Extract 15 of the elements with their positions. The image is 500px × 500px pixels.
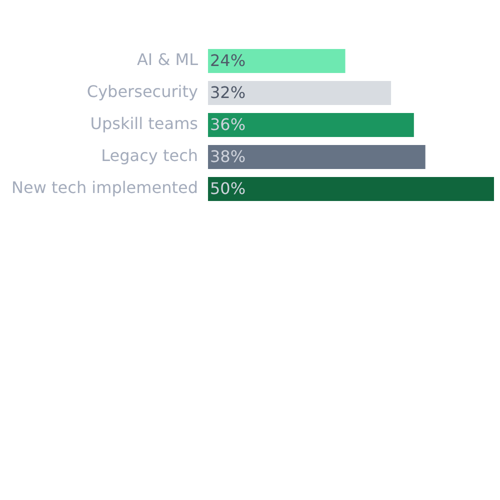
y-tick-label: AI & ML bbox=[136, 50, 198, 70]
y-tick-label: New tech implemented bbox=[12, 178, 198, 198]
data-label: 38% bbox=[210, 147, 246, 166]
y-tick-label: Cybersecurity bbox=[86, 82, 198, 102]
bar bbox=[208, 145, 426, 169]
bar bbox=[208, 177, 494, 201]
y-tick-label: Upskill teams bbox=[90, 114, 198, 134]
data-label: 24% bbox=[210, 51, 246, 70]
bar bbox=[208, 81, 392, 105]
bar bbox=[208, 49, 346, 73]
data-label: 36% bbox=[210, 115, 246, 134]
y-tick-label: Legacy tech bbox=[101, 146, 198, 166]
data-label: 50% bbox=[210, 179, 246, 198]
data-label: 32% bbox=[210, 83, 246, 102]
bar bbox=[208, 113, 414, 137]
